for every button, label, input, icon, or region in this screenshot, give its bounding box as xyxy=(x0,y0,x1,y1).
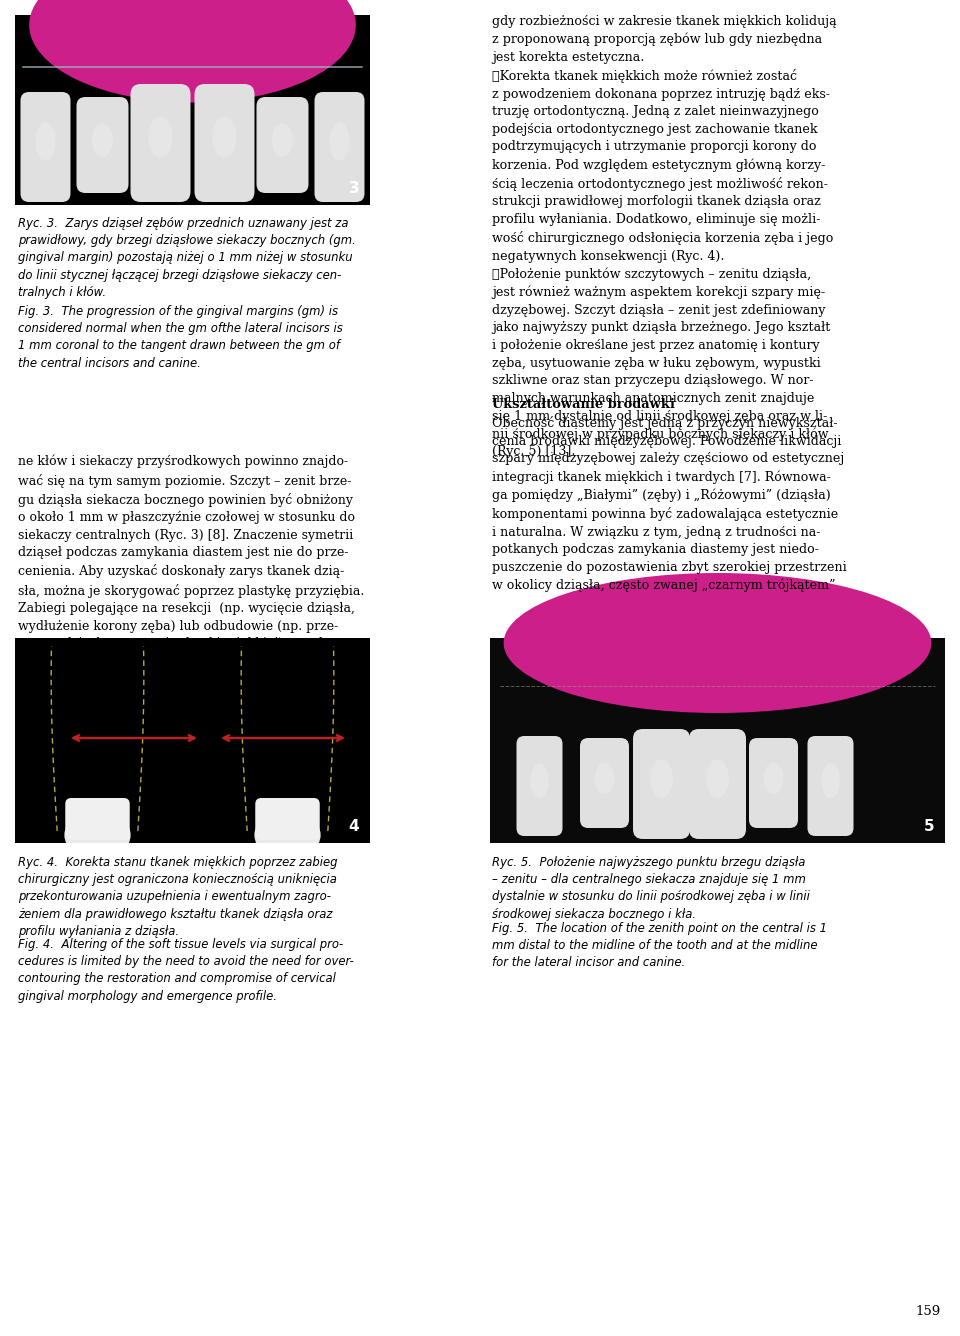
FancyBboxPatch shape xyxy=(807,736,853,836)
Ellipse shape xyxy=(707,759,729,798)
Ellipse shape xyxy=(92,123,113,158)
Ellipse shape xyxy=(212,116,236,158)
Bar xyxy=(490,639,945,843)
Text: Ryc. 4.  Korekta stanu tkanek miękkich poprzez zabieg
chirurgiczny jest ogranicz: Ryc. 4. Korekta stanu tkanek miękkich po… xyxy=(18,856,338,938)
Text: Obecność diastemy jest jedną z przyczyn niewykształ-
cenia brodawki międzyzębowe: Obecność diastemy jest jedną z przyczyn … xyxy=(492,415,847,592)
Ellipse shape xyxy=(650,759,673,798)
FancyBboxPatch shape xyxy=(256,98,308,192)
Text: ne kłów i siekaczy przyśrodkowych powinno znajdo-
wać się na tym samym poziomie.: ne kłów i siekaczy przyśrodkowych powinn… xyxy=(18,456,364,651)
FancyBboxPatch shape xyxy=(65,798,130,840)
Ellipse shape xyxy=(504,573,931,713)
Text: 4: 4 xyxy=(348,819,359,834)
Ellipse shape xyxy=(64,810,131,860)
FancyBboxPatch shape xyxy=(131,84,190,202)
FancyBboxPatch shape xyxy=(255,798,320,840)
Ellipse shape xyxy=(29,0,356,103)
FancyBboxPatch shape xyxy=(195,84,254,202)
Bar xyxy=(15,639,370,843)
FancyBboxPatch shape xyxy=(749,737,798,828)
Ellipse shape xyxy=(254,810,321,860)
Ellipse shape xyxy=(764,763,783,794)
Ellipse shape xyxy=(530,763,549,799)
Text: Ryc. 3.  Zarys dziąseł zębów przednich uznawany jest za
prawidłowy, gdy brzegi d: Ryc. 3. Zarys dziąseł zębów przednich uz… xyxy=(18,216,356,299)
Bar xyxy=(15,15,370,204)
Ellipse shape xyxy=(822,763,840,799)
Text: Fig. 4.  Altering of the soft tissue levels via surgical pro-
cedures is limited: Fig. 4. Altering of the soft tissue leve… xyxy=(18,938,354,1002)
FancyBboxPatch shape xyxy=(633,729,690,839)
FancyBboxPatch shape xyxy=(20,92,70,202)
Text: gdy rozbieżności w zakresie tkanek miękkich kolidują
z proponowaną proporcją zęb: gdy rozbieżności w zakresie tkanek miękk… xyxy=(492,15,836,458)
Ellipse shape xyxy=(594,763,614,794)
Text: 159: 159 xyxy=(916,1305,941,1319)
Text: Ryc. 5.  Położenie najwyższego punktu brzegu dziąsła
– zenitu – dla centralnego : Ryc. 5. Położenie najwyższego punktu brz… xyxy=(492,856,810,921)
Ellipse shape xyxy=(36,123,56,160)
Ellipse shape xyxy=(272,123,293,158)
FancyBboxPatch shape xyxy=(689,729,746,839)
Text: Fig. 5.  The location of the zenith point on the central is 1
mm distal to the m: Fig. 5. The location of the zenith point… xyxy=(492,922,827,970)
Text: Ukształtowanie brodawki: Ukształtowanie brodawki xyxy=(492,398,675,411)
FancyBboxPatch shape xyxy=(580,737,629,828)
Text: 5: 5 xyxy=(924,819,934,834)
Ellipse shape xyxy=(149,116,173,158)
Text: 3: 3 xyxy=(348,180,359,196)
Text: Fig. 3.  The progression of the gingival margins (gm) is
considered normal when : Fig. 3. The progression of the gingival … xyxy=(18,305,343,370)
Ellipse shape xyxy=(329,123,349,160)
FancyBboxPatch shape xyxy=(516,736,563,836)
FancyBboxPatch shape xyxy=(77,98,129,192)
FancyBboxPatch shape xyxy=(315,92,365,202)
